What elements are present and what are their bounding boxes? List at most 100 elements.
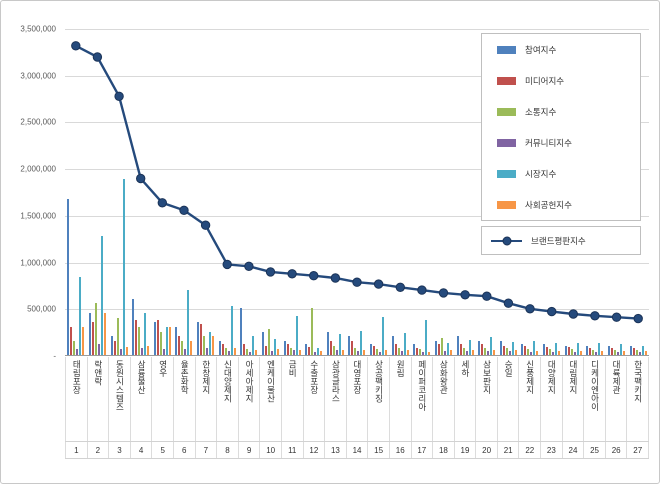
legend-label: 소통지수 <box>525 106 557 117</box>
x-rank-label: 14 <box>347 442 369 458</box>
bar <box>638 352 641 355</box>
bar <box>546 346 549 355</box>
bar <box>88 312 91 355</box>
bar <box>425 319 428 355</box>
bar <box>190 341 193 355</box>
x-rank-label: 9 <box>239 442 261 458</box>
bar-group <box>433 29 455 355</box>
bar <box>348 336 351 355</box>
x-rank-label: 27 <box>627 442 650 458</box>
x-category-cell: 대영포장 <box>347 357 369 441</box>
bar <box>298 350 301 355</box>
bar <box>252 336 255 355</box>
x-rank-label: 18 <box>433 442 455 458</box>
bar <box>493 350 496 355</box>
bar <box>255 350 258 355</box>
bar <box>270 351 273 355</box>
x-category-cell: 디케이엔아이 <box>584 357 606 441</box>
y-tick-label: 3,000,000 <box>20 71 56 81</box>
bar <box>555 342 558 355</box>
legend-label: 시장지수 <box>525 168 557 179</box>
bar <box>135 320 138 355</box>
bar <box>354 347 357 355</box>
bar <box>443 351 446 355</box>
bar <box>644 351 647 355</box>
bar <box>499 341 502 355</box>
y-tick-label: 1,000,000 <box>20 258 56 268</box>
bar <box>144 312 147 355</box>
legend-swatch-icon <box>497 107 516 116</box>
bar <box>505 347 508 355</box>
bar <box>286 343 289 355</box>
bar <box>406 350 409 355</box>
bar <box>376 349 379 355</box>
bar <box>110 336 113 355</box>
bar <box>311 308 314 355</box>
x-category-cell: 아세아제지 <box>239 357 261 441</box>
bar <box>138 326 141 355</box>
x-category-label: 대영포장 <box>352 360 363 394</box>
bar <box>549 349 552 355</box>
bar <box>360 330 363 355</box>
bar <box>437 343 440 355</box>
x-category-label: 수출포장 <box>309 360 320 394</box>
x-category-label: 대륙제관 <box>611 360 622 394</box>
bar <box>394 343 397 355</box>
bar <box>403 332 406 355</box>
bar <box>487 351 490 355</box>
bar-group <box>562 29 584 355</box>
legend-line-marker-icon <box>502 236 511 245</box>
bar-group <box>260 29 282 355</box>
bar <box>576 342 579 355</box>
bar <box>598 342 601 355</box>
x-category-label: 삼륭물산 <box>136 360 147 394</box>
x-category-cell: 신대양제지 <box>217 357 239 441</box>
bar <box>70 326 73 355</box>
bar <box>320 351 323 355</box>
bar <box>243 343 246 355</box>
bar <box>187 289 190 355</box>
x-category-cell: 원림 <box>390 357 412 441</box>
bar <box>184 349 187 355</box>
bar <box>607 345 610 355</box>
bar <box>478 341 481 355</box>
bar <box>206 348 209 355</box>
bar-group <box>389 29 411 355</box>
bar <box>94 302 97 355</box>
x-category-cell: 삼보판지 <box>476 357 498 441</box>
x-category-label: 한국팩키지 <box>633 360 644 403</box>
x-rank-label: 7 <box>196 442 218 458</box>
legend-item: 커뮤니티지수 <box>482 127 640 158</box>
bar <box>514 350 517 355</box>
x-rank-label: 23 <box>541 442 563 458</box>
legend: 참여지수 미디어지수 소통지수 커뮤니티지수 시장지수 사회공헌지수 브랜드평판지수 <box>481 33 641 255</box>
bar <box>240 308 243 355</box>
bar <box>641 345 644 355</box>
bar <box>481 343 484 355</box>
bar <box>570 349 573 355</box>
bar <box>456 336 459 355</box>
bar-group <box>216 29 238 355</box>
y-tick-label: - <box>53 351 56 361</box>
bar <box>209 331 212 355</box>
bar <box>533 341 536 355</box>
bar <box>428 352 431 355</box>
bar <box>419 349 422 355</box>
x-category-label: 락앤락 <box>93 360 104 386</box>
legend-label: 참여지수 <box>525 44 557 55</box>
bar <box>230 306 233 355</box>
x-category-label: 삼보판지 <box>482 360 493 394</box>
y-tick-label: 2,000,000 <box>20 164 56 174</box>
bar <box>276 349 279 355</box>
bar <box>632 347 635 355</box>
x-category-cell: 상공팩키징 <box>368 357 390 441</box>
legend-series-box: 참여지수 미디어지수 소통지수 커뮤니티지수 시장지수 사회공헌지수 <box>481 33 641 221</box>
bar <box>385 350 388 355</box>
y-tick-label: 1,500,000 <box>20 211 56 221</box>
x-category-cell: 삼화왕관 <box>433 357 455 441</box>
bar-group <box>584 29 606 355</box>
bar <box>165 326 168 355</box>
legend-line-box: 브랜드평판지수 <box>481 226 641 255</box>
bar <box>530 352 533 355</box>
